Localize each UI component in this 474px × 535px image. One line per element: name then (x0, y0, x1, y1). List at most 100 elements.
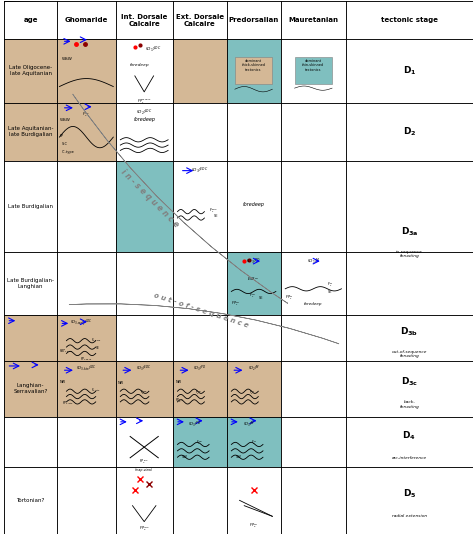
Bar (57, 316, 116, 361)
Bar (4, 103, 57, 161)
Bar (116, 316, 173, 361)
Text: $FP_5^{IDC}$: $FP_5^{IDC}$ (139, 524, 150, 533)
Bar (116, 361, 173, 417)
Bar (57, 251, 116, 316)
Bar (346, 467, 473, 533)
Text: $FP_5^{PD}$: $FP_5^{PD}$ (249, 521, 258, 530)
Text: $\mathbf{D_2}$: $\mathbf{D_2}$ (402, 126, 416, 138)
Text: $FP_1^{acqum}$: $FP_1^{acqum}$ (137, 97, 152, 105)
Text: $(D_2)^{M}$: $(D_2)^{M}$ (247, 363, 260, 373)
Bar (116, 39, 173, 103)
Text: Mauretanian: Mauretanian (288, 17, 338, 23)
Bar (4, 467, 57, 533)
Text: $\mathbf{D_1}$: $\mathbf{D_1}$ (402, 64, 416, 77)
Bar (116, 161, 173, 251)
Text: Int. Dorsale
Calcaire: Int. Dorsale Calcaire (121, 13, 167, 27)
Text: $(D_2)^{IDC}$: $(D_2)^{IDC}$ (136, 107, 152, 117)
Bar (173, 251, 227, 316)
Text: SE: SE (214, 214, 219, 218)
Text: $(D_3)^{EDC}$: $(D_3)^{EDC}$ (191, 165, 209, 175)
Text: $(D_1)^{M}$: $(D_1)^{M}$ (307, 256, 320, 266)
Bar (173, 417, 227, 467)
Bar (281, 103, 346, 161)
Text: $\mathbf{D_{3a}}$: $\mathbf{D_{3a}}$ (401, 226, 418, 238)
Text: Late Burdigalian-
Langhian: Late Burdigalian- Langhian (7, 278, 54, 289)
Bar (57, 316, 116, 361)
Text: SE: SE (258, 296, 263, 301)
Bar (57, 103, 116, 161)
Bar (116, 2, 173, 39)
Bar (57, 39, 116, 103)
Bar (57, 39, 116, 103)
Bar (281, 161, 346, 251)
Text: $F_1^{M}$: $F_1^{M}$ (328, 280, 334, 289)
Text: out-of-sequence
thrusting: out-of-sequence thrusting (392, 350, 427, 358)
Text: radial extension: radial extension (392, 514, 427, 518)
Text: $(D_3)^{M}$: $(D_3)^{M}$ (243, 419, 255, 429)
Bar (173, 361, 227, 417)
Text: $F_1^{EDC}$: $F_1^{EDC}$ (209, 206, 219, 215)
Bar (173, 361, 227, 417)
Text: $F_2^{IDC}$: $F_2^{IDC}$ (82, 110, 90, 119)
Text: FP: FP (59, 134, 64, 138)
Text: foredeep: foredeep (133, 117, 155, 122)
Bar (4, 316, 57, 361)
Text: arc-interference: arc-interference (392, 456, 427, 460)
Text: $\mathbf{D_{3c}}$: $\mathbf{D_{3c}}$ (401, 376, 418, 388)
Bar (4, 161, 57, 251)
Bar (4, 417, 57, 467)
Text: $F_3^{EDC}$: $F_3^{EDC}$ (139, 388, 148, 397)
Bar (235, 57, 273, 84)
Text: $ESB_1^{PD}$: $ESB_1^{PD}$ (247, 275, 260, 284)
Bar (4, 39, 57, 103)
Text: $(D_1)^{IDC}$: $(D_1)^{IDC}$ (146, 44, 162, 54)
Bar (57, 103, 116, 161)
Bar (57, 361, 116, 417)
Bar (173, 2, 227, 39)
Bar (57, 361, 116, 417)
Bar (116, 417, 173, 467)
Bar (173, 467, 227, 533)
Bar (4, 2, 57, 39)
Bar (281, 251, 346, 316)
Bar (227, 361, 281, 417)
Text: SE: SE (96, 346, 100, 350)
Text: NW: NW (118, 381, 124, 385)
Bar (227, 467, 281, 533)
Text: $(D_3)^{PD}$: $(D_3)^{PD}$ (188, 419, 202, 429)
Bar (346, 417, 473, 467)
Bar (227, 361, 281, 417)
Bar (281, 361, 346, 417)
Text: S-C: S-C (62, 142, 68, 146)
Text: foredeep: foredeep (243, 202, 264, 207)
Text: Langhian-
Serravalian?: Langhian- Serravalian? (13, 383, 48, 394)
Bar (346, 39, 473, 103)
Text: WSW: WSW (62, 57, 73, 61)
Bar (346, 103, 473, 161)
Bar (294, 57, 332, 84)
Bar (4, 39, 57, 103)
Text: Predorsalian: Predorsalian (228, 17, 279, 23)
Bar (173, 39, 227, 103)
Bar (116, 467, 173, 533)
Text: NW: NW (59, 380, 65, 384)
Text: tectonic stage: tectonic stage (381, 17, 438, 23)
Bar (227, 417, 281, 467)
Bar (346, 2, 473, 39)
Bar (227, 161, 281, 251)
Text: $FP_{1\text{-early}}$: $FP_{1\text{-early}}$ (80, 355, 93, 362)
Bar (116, 103, 173, 161)
Bar (281, 39, 346, 103)
Text: $FP_1^{PD}$: $FP_1^{PD}$ (231, 299, 241, 308)
Bar (173, 316, 227, 361)
Bar (173, 161, 227, 251)
Text: $FP_1^{M}$: $FP_1^{M}$ (285, 294, 293, 302)
Bar (227, 2, 281, 39)
Text: C'-type: C'-type (62, 150, 74, 154)
Bar (57, 2, 116, 39)
Text: $\mathbf{D_{3b}}$: $\mathbf{D_{3b}}$ (400, 325, 419, 338)
Bar (116, 161, 173, 251)
Text: in-sequence
thrusting: in-sequence thrusting (396, 250, 423, 258)
Bar (57, 467, 116, 533)
Text: $(D_{3\text{-late}})^{IDC}$: $(D_{3\text{-late}})^{IDC}$ (76, 363, 97, 373)
